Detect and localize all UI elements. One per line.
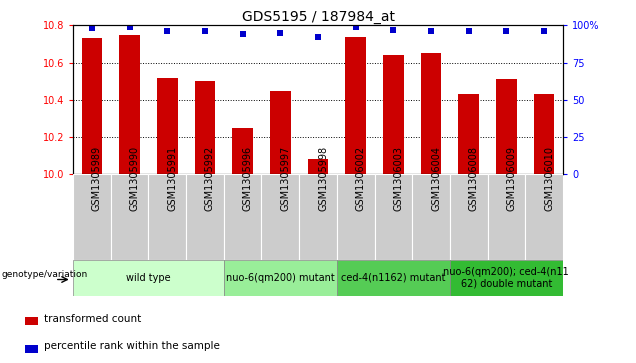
FancyBboxPatch shape — [148, 174, 186, 260]
Point — [539, 28, 549, 34]
Text: GSM1305991: GSM1305991 — [167, 146, 177, 211]
FancyBboxPatch shape — [488, 174, 525, 260]
Bar — [25, 317, 38, 325]
Point — [501, 28, 511, 34]
Text: nuo-6(qm200) mutant: nuo-6(qm200) mutant — [226, 273, 335, 283]
Text: GSM1305989: GSM1305989 — [92, 146, 102, 211]
Bar — [459, 94, 479, 174]
Text: GSM1306010: GSM1306010 — [544, 146, 554, 211]
Bar — [81, 38, 102, 174]
Text: GSM1306009: GSM1306009 — [506, 146, 516, 211]
Bar — [534, 94, 555, 174]
FancyBboxPatch shape — [111, 174, 148, 260]
FancyBboxPatch shape — [73, 174, 111, 260]
Text: genotype/variation: genotype/variation — [1, 270, 88, 278]
Point — [313, 34, 323, 40]
Bar — [420, 53, 441, 174]
Bar — [270, 90, 291, 174]
FancyBboxPatch shape — [299, 174, 337, 260]
Point — [125, 24, 135, 30]
FancyBboxPatch shape — [450, 260, 563, 296]
Bar — [383, 55, 404, 174]
Text: GSM1305992: GSM1305992 — [205, 146, 215, 211]
Text: GSM1305997: GSM1305997 — [280, 146, 290, 211]
Text: nuo-6(qm200); ced-4(n11
62) double mutant: nuo-6(qm200); ced-4(n11 62) double mutan… — [443, 267, 569, 289]
Bar — [232, 128, 253, 174]
Text: percentile rank within the sample: percentile rank within the sample — [44, 341, 220, 351]
Text: wild type: wild type — [126, 273, 171, 283]
Point — [426, 28, 436, 34]
Text: ced-4(n1162) mutant: ced-4(n1162) mutant — [341, 273, 446, 283]
Point — [87, 25, 97, 31]
FancyBboxPatch shape — [337, 174, 375, 260]
Bar — [345, 37, 366, 174]
FancyBboxPatch shape — [337, 260, 450, 296]
Text: GSM1305990: GSM1305990 — [130, 146, 140, 211]
Bar — [195, 81, 216, 174]
FancyBboxPatch shape — [375, 174, 412, 260]
Bar — [157, 78, 177, 174]
FancyBboxPatch shape — [73, 260, 224, 296]
Point — [238, 32, 248, 37]
FancyBboxPatch shape — [525, 174, 563, 260]
FancyBboxPatch shape — [186, 174, 224, 260]
Text: GSM1305996: GSM1305996 — [243, 146, 252, 211]
FancyBboxPatch shape — [412, 174, 450, 260]
Bar — [308, 159, 328, 174]
FancyBboxPatch shape — [224, 260, 337, 296]
Point — [464, 28, 474, 34]
Text: GSM1306003: GSM1306003 — [393, 146, 403, 211]
Point — [350, 24, 361, 30]
FancyBboxPatch shape — [450, 174, 488, 260]
Bar — [25, 345, 38, 353]
Point — [275, 30, 286, 36]
Title: GDS5195 / 187984_at: GDS5195 / 187984_at — [242, 11, 394, 24]
Point — [200, 28, 210, 34]
Point — [162, 28, 172, 34]
FancyBboxPatch shape — [224, 174, 261, 260]
Text: GSM1305998: GSM1305998 — [318, 146, 328, 211]
Text: GSM1306008: GSM1306008 — [469, 146, 479, 211]
FancyBboxPatch shape — [261, 174, 299, 260]
Text: GSM1306002: GSM1306002 — [356, 146, 366, 211]
Bar — [120, 35, 140, 174]
Point — [388, 27, 398, 33]
Bar — [496, 79, 516, 174]
Text: transformed count: transformed count — [44, 314, 141, 324]
Text: GSM1306004: GSM1306004 — [431, 146, 441, 211]
